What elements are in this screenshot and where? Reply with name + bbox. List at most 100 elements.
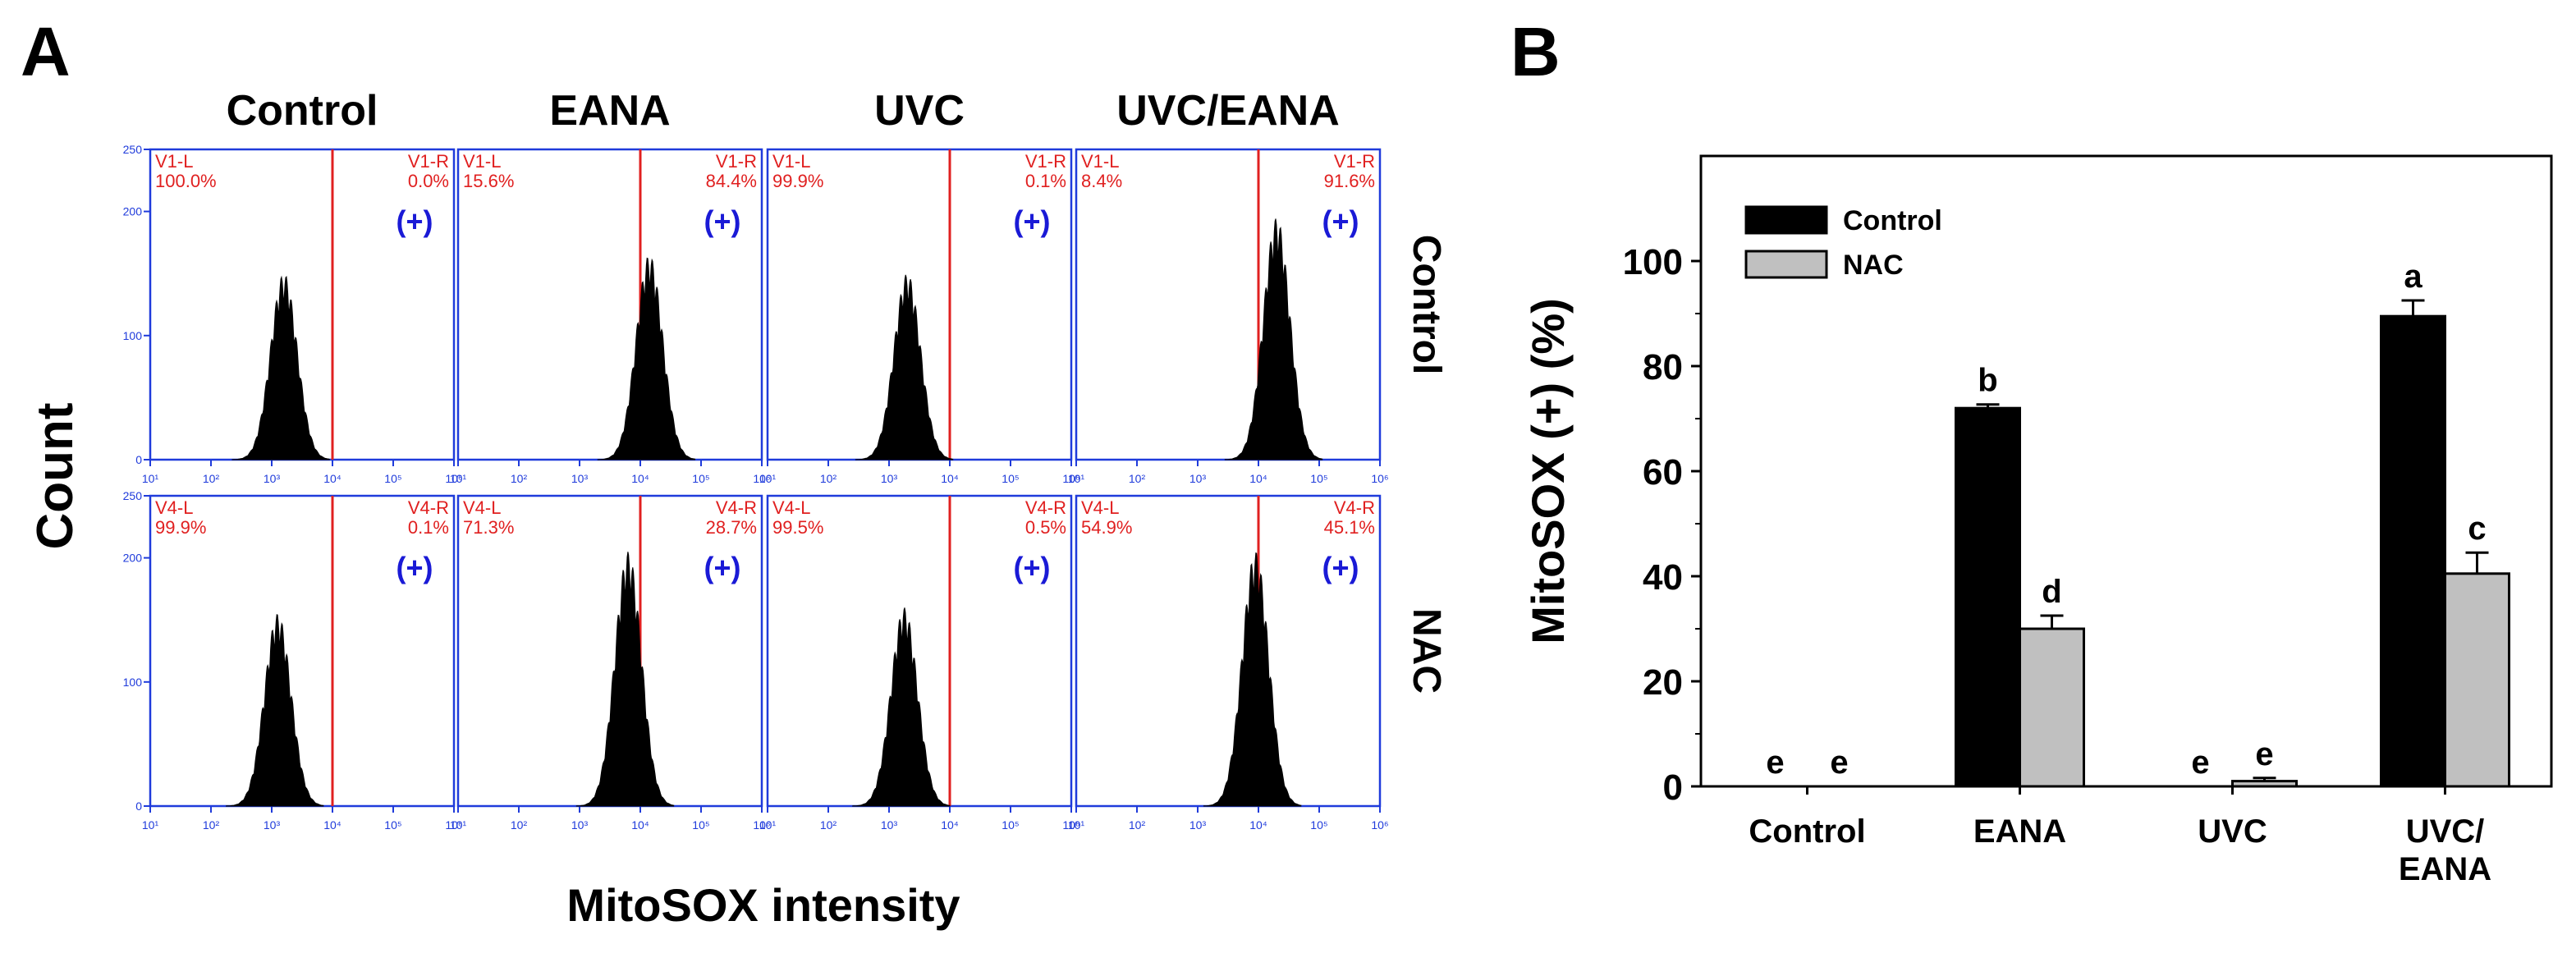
x-tick-label: 10⁴ <box>1249 818 1267 832</box>
x-tick-label: 10⁶ <box>1062 472 1079 485</box>
significance-letter: a <box>2404 259 2422 295</box>
left-gate-percent: 15.6% <box>463 171 514 191</box>
right-gate-label: V4-R <box>1334 497 1375 518</box>
left-gate-percent: 99.9% <box>772 171 823 191</box>
x-tick-label: 10⁵ <box>1310 472 1327 485</box>
legend-label: NAC <box>1843 250 1904 281</box>
x-tick-label: 10⁶ <box>753 472 770 485</box>
x-tick-label: 10² <box>203 818 220 832</box>
right-gate-label: V4-R <box>408 497 449 518</box>
x-tick-label: 10⁵ <box>692 818 709 832</box>
right-gate-percent: 45.1% <box>1324 517 1375 538</box>
y-tick-label: 200 <box>123 552 143 565</box>
x-tick-label: 10³ <box>881 818 898 832</box>
right-gate-percent: 28.7% <box>706 517 757 538</box>
x-tick-label: 10⁶ <box>1062 818 1079 832</box>
left-gate-label: V4-L <box>772 497 810 518</box>
panel-frame <box>456 148 763 461</box>
histogram-distribution <box>855 274 954 460</box>
significance-letter: e <box>1830 745 1848 781</box>
histogram-xlabel: MitoSOX intensity <box>566 879 960 931</box>
histogram-distribution <box>852 607 951 807</box>
x-category-label: UVC/EANA <box>2399 813 2491 887</box>
significance-letter: e <box>1766 745 1784 781</box>
x-tick-label: 10¹ <box>142 472 159 485</box>
y-tick-label: 0 <box>135 453 142 466</box>
left-gate-label: V1-L <box>772 151 810 172</box>
right-gate-percent: 84.4% <box>706 171 757 191</box>
histogram-distribution <box>231 275 330 460</box>
right-gate-percent: 0.0% <box>408 171 449 191</box>
column-title-0: Control <box>227 87 378 135</box>
x-tick-label: 10² <box>820 818 837 832</box>
right-gate-label: V4-R <box>1025 497 1066 518</box>
histogram-distribution <box>1224 218 1323 460</box>
x-tick-label: 10¹ <box>142 818 159 832</box>
y-tick-label: 250 <box>123 489 143 502</box>
right-gate-label: V1-R <box>716 151 757 172</box>
legend-swatch <box>1744 250 1828 279</box>
histogram-panel: 0 100 200 250 10¹ 10² 10³ 10⁴ 10⁵ 10⁶ V4-L99.9% V4-… <box>123 489 463 832</box>
right-gate-percent: 0.5% <box>1025 517 1066 538</box>
bar-chart: 0 20 40 60 80 100 MitoSOX (+) (%) Control e e EANA… <box>1522 154 2553 887</box>
positive-marker: (+) <box>396 204 433 238</box>
panel-frame <box>1075 494 1382 808</box>
x-tick-label: 10² <box>511 818 528 832</box>
y-tick-label: 250 <box>123 143 143 156</box>
left-gate-percent: 71.3% <box>463 517 514 538</box>
x-tick-label: 10⁵ <box>1310 818 1327 832</box>
bar-nac <box>2231 780 2298 788</box>
x-tick-label: 10² <box>203 472 220 485</box>
legend-swatch <box>1744 205 1828 235</box>
left-gate-percent: 8.4% <box>1081 171 1122 191</box>
x-tick-label: 10³ <box>571 818 589 832</box>
histogram-distribution <box>1203 552 1302 807</box>
positive-marker: (+) <box>704 204 741 238</box>
x-tick-label: 10¹ <box>1068 472 1085 485</box>
y-tick-label: 20 <box>1643 662 1683 703</box>
x-tick-label: 10⁴ <box>631 472 649 485</box>
x-tick-label: 10² <box>820 472 837 485</box>
left-gate-label: V4-L <box>155 497 193 518</box>
significance-letter: c <box>2468 511 2486 547</box>
histogram-distribution <box>575 552 675 807</box>
left-gate-percent: 100.0% <box>155 171 217 191</box>
histogram-distribution <box>226 614 324 807</box>
x-tick-label: 10² <box>1129 472 1146 485</box>
right-gate-label: V4-R <box>716 497 757 518</box>
bar-control <box>1955 406 2021 788</box>
x-category-label: UVC <box>2198 813 2267 850</box>
x-tick-label: 10¹ <box>450 818 467 832</box>
x-tick-label: 10¹ <box>759 472 777 485</box>
right-gate-percent: 91.6% <box>1324 171 1375 191</box>
bar-ylabel: MitoSOX (+) (%) <box>1522 298 1574 644</box>
right-gate-label: V1-R <box>1334 151 1375 172</box>
left-gate-label: V4-L <box>463 497 501 518</box>
x-tick-label: 10⁵ <box>1002 472 1019 485</box>
left-gate-label: V1-L <box>1081 151 1119 172</box>
histogram-ylabel: Count <box>27 402 84 549</box>
left-gate-label: V1-L <box>463 151 501 172</box>
row-title-1: NAC <box>1405 608 1448 694</box>
y-tick-label: 40 <box>1643 557 1683 598</box>
y-tick-label: 60 <box>1643 452 1683 493</box>
x-tick-label: 10⁴ <box>323 818 341 832</box>
histogram-panel: 10¹ 10² 10³ 10⁴ 10⁵ 10⁶ V1-L99.9% V1-R0.1% (+) <box>759 148 1080 485</box>
y-tick-label: 80 <box>1643 347 1683 387</box>
significance-letter: e <box>2255 736 2273 772</box>
panel-label-a: A <box>21 13 71 90</box>
x-tick-label: 10¹ <box>1068 818 1085 832</box>
y-tick-label: 0 <box>135 800 142 813</box>
bar-nac <box>2019 627 2085 788</box>
right-gate-label: V1-R <box>1025 151 1066 172</box>
positive-marker: (+) <box>704 551 741 584</box>
x-tick-label: 10³ <box>264 818 281 832</box>
x-tick-label: 10⁵ <box>692 472 709 485</box>
x-tick-label: 10⁴ <box>941 818 959 832</box>
x-tick-label: 10¹ <box>450 472 467 485</box>
column-title-1: EANA <box>549 87 670 135</box>
positive-marker: (+) <box>1322 204 1359 238</box>
panel-frame <box>149 494 456 808</box>
histogram-panel: 10¹ 10² 10³ 10⁴ 10⁵ 10⁶ V1-L15.6% V1-R84.4% (+) <box>450 148 771 485</box>
column-title-2: UVC <box>874 87 965 135</box>
